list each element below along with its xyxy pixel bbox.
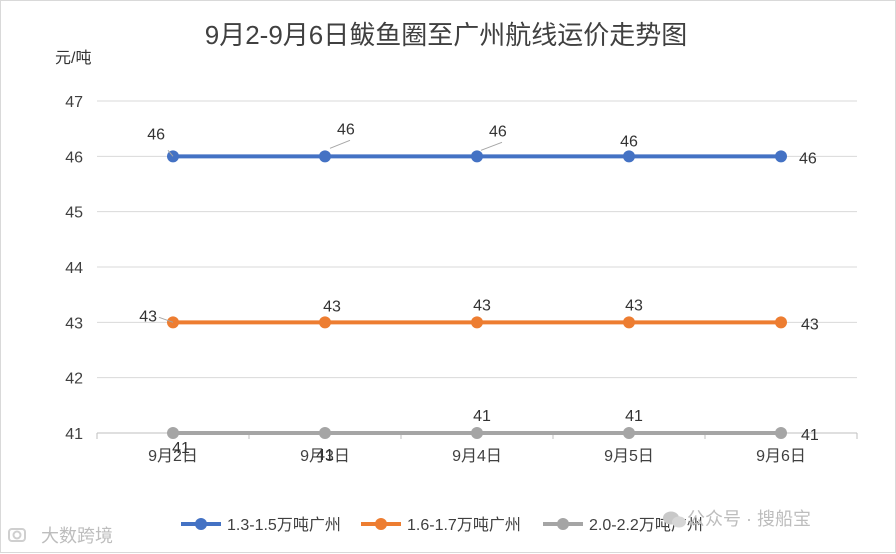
y-tick-label: 42 [65,371,83,388]
wechat-icon [663,511,686,528]
y-axis-ticks: 41 42 43 44 45 46 47 [65,94,83,443]
x-tick-label: 9月6日 [756,448,806,465]
x-axis-ticks: 9月2日 9月3日 9月4日 9月5日 9月6日 [96,433,858,465]
data-point [775,316,787,329]
label-leader-line [329,139,351,149]
y-tick-label: 44 [65,260,83,277]
data-label: 41 [172,440,190,457]
label-leader-line [480,141,503,151]
data-point [319,150,331,163]
data-label: 41 [801,427,819,444]
chart-title: 9月2-9月6日鲅鱼圈至广州航线运价走势图 [205,20,688,50]
data-label: 46 [337,121,355,138]
data-label: 46 [147,126,165,143]
legend-swatch-marker [557,518,569,530]
label-leader-line [158,316,174,323]
data-label: 46 [620,133,638,150]
data-point [167,427,179,439]
data-label: 43 [625,297,643,314]
data-label: 46 [799,150,817,167]
data-label: 43 [473,297,491,314]
data-point [775,150,787,163]
legend-swatch-marker [195,518,207,530]
data-point [471,427,483,439]
legend: 1.3-1.5万吨广州 1.6-1.7万吨广州 2.0-2.2万吨广州 [181,516,703,534]
label-leader-line [167,150,174,157]
legend-label: 1.6-1.7万吨广州 [407,516,521,534]
data-point [623,427,635,439]
y-tick-label: 45 [65,205,83,222]
legend-label: 1.3-1.5万吨广州 [227,516,341,534]
y-tick-label: 43 [65,315,83,332]
data-point [623,316,635,329]
x-tick-label: 9月3日 [300,448,350,465]
data-point [319,316,331,329]
data-label: 46 [489,123,507,140]
data-point [319,427,331,439]
watermark-left: 大数跨境 [41,526,113,546]
series-group [167,150,787,439]
data-label: 43 [323,298,341,315]
watermark-right: 公众号 · 搜船宝 [687,509,811,529]
data-label: 41 [316,447,334,464]
data-label: 41 [625,408,643,425]
data-label: 43 [801,316,819,333]
y-tick-label: 46 [65,149,83,166]
x-tick-label: 9月2日 [148,448,198,465]
y-axis-unit-label: 元/吨 [55,49,91,67]
data-point [471,316,483,329]
y-tick-label: 47 [65,94,83,111]
data-point [623,150,635,163]
y-tick-label: 41 [65,426,83,443]
data-labels: 46 46 46 46 46 43 43 43 43 43 41 41 41 41 41 [139,121,819,464]
data-point [775,427,787,439]
camera-icon [8,528,26,542]
x-tick-label: 9月4日 [452,448,502,465]
data-label: 41 [473,408,491,425]
watermarks: 公众号 · 搜船宝 大数跨境 [8,509,811,546]
legend-label: 2.0-2.2万吨广州 [589,516,703,534]
legend-swatch-marker [375,518,387,530]
data-point [471,150,483,163]
data-label: 43 [139,308,157,325]
x-tick-label: 9月5日 [604,448,654,465]
